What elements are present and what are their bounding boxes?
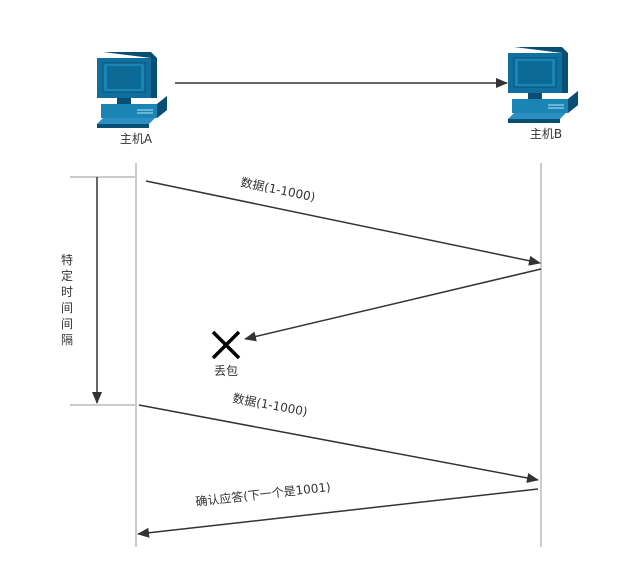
host-a: 主机A: [96, 51, 168, 146]
interval-label: 特 定 时 间 间 隔: [61, 252, 73, 347]
message-data-second-label: 数据(1-1000): [231, 390, 308, 419]
interval-char: 隔: [61, 333, 73, 347]
message-data-second: [138, 404, 539, 483]
message-ack-label: 确认应答(下一个是1001): [195, 479, 332, 509]
message-lost: [244, 268, 542, 342]
message-data-first: [145, 180, 541, 266]
interval-char: 定: [61, 268, 73, 283]
interval-char: 特: [61, 252, 73, 267]
message-ack: [137, 488, 539, 538]
interval-char: 时: [61, 285, 73, 299]
message-data-first-label: 数据(1-1000): [239, 174, 316, 204]
computer-a-icon: [96, 51, 168, 129]
computer-b-icon: [507, 46, 579, 124]
packet-loss-icon: [211, 330, 241, 360]
host-b-label: 主机B: [530, 127, 562, 141]
interval-char: 间: [61, 317, 73, 331]
host-a-label: 主机A: [120, 132, 153, 146]
host-b: 主机B: [507, 46, 579, 141]
interval-char: 间: [61, 301, 73, 315]
packet-loss-label: 丢包: [214, 364, 238, 378]
